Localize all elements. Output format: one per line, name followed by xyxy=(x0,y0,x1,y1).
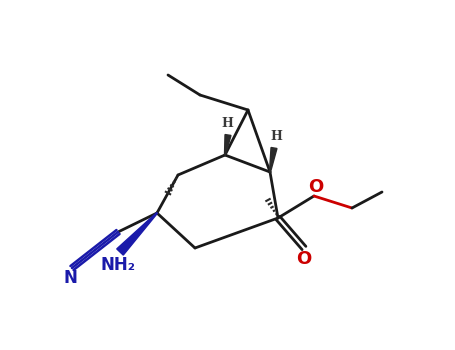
Text: H: H xyxy=(270,130,282,143)
Text: O: O xyxy=(296,250,312,268)
Text: H: H xyxy=(221,117,233,130)
Polygon shape xyxy=(269,147,277,172)
Polygon shape xyxy=(117,213,157,255)
Text: NH₂: NH₂ xyxy=(101,256,136,274)
Polygon shape xyxy=(224,134,231,155)
Text: N: N xyxy=(63,269,77,287)
Text: O: O xyxy=(308,178,324,196)
